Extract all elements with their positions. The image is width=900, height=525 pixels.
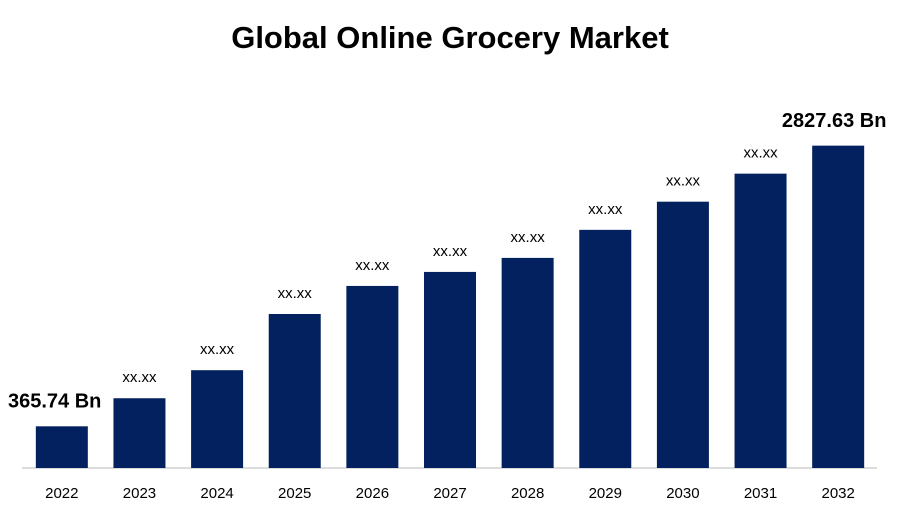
bar: [346, 285, 399, 468]
bar: [501, 257, 554, 468]
value-label: xx.xx: [433, 243, 468, 260]
value-label: xx.xx: [511, 229, 546, 246]
value-label: 2827.63 Bn: [782, 110, 887, 132]
value-label: xx.xx: [666, 173, 701, 190]
value-label: xx.xx: [588, 201, 623, 218]
value-label: xx.xx: [200, 341, 235, 358]
bar: [579, 229, 632, 468]
x-tick-label: 2023: [123, 485, 156, 502]
bar: [734, 173, 787, 469]
x-tick-label: 2029: [589, 485, 622, 502]
bar: [812, 145, 865, 468]
value-label: xx.xx: [355, 257, 390, 274]
value-label: 365.74 Bn: [8, 391, 101, 413]
x-tick-label: 2025: [278, 485, 311, 502]
x-tick-label: 2026: [356, 485, 389, 502]
x-tick-label: 2028: [511, 485, 544, 502]
value-label: xx.xx: [122, 369, 157, 386]
x-tick-label: 2022: [45, 485, 78, 502]
x-tick-label: 2027: [433, 485, 466, 502]
bar: [113, 398, 166, 468]
bar: [268, 313, 321, 468]
x-tick-label: 2024: [200, 485, 233, 502]
value-label: xx.xx: [743, 145, 778, 162]
x-tick-label: 2032: [821, 485, 854, 502]
bar: [656, 201, 709, 469]
x-tick-label: 2030: [666, 485, 699, 502]
value-label: xx.xx: [278, 285, 313, 302]
bar: [35, 426, 88, 468]
bar: [424, 271, 476, 468]
x-tick-label: 2031: [744, 485, 777, 502]
chart-title: Global Online Grocery Market: [231, 20, 669, 55]
bar: [191, 370, 244, 468]
